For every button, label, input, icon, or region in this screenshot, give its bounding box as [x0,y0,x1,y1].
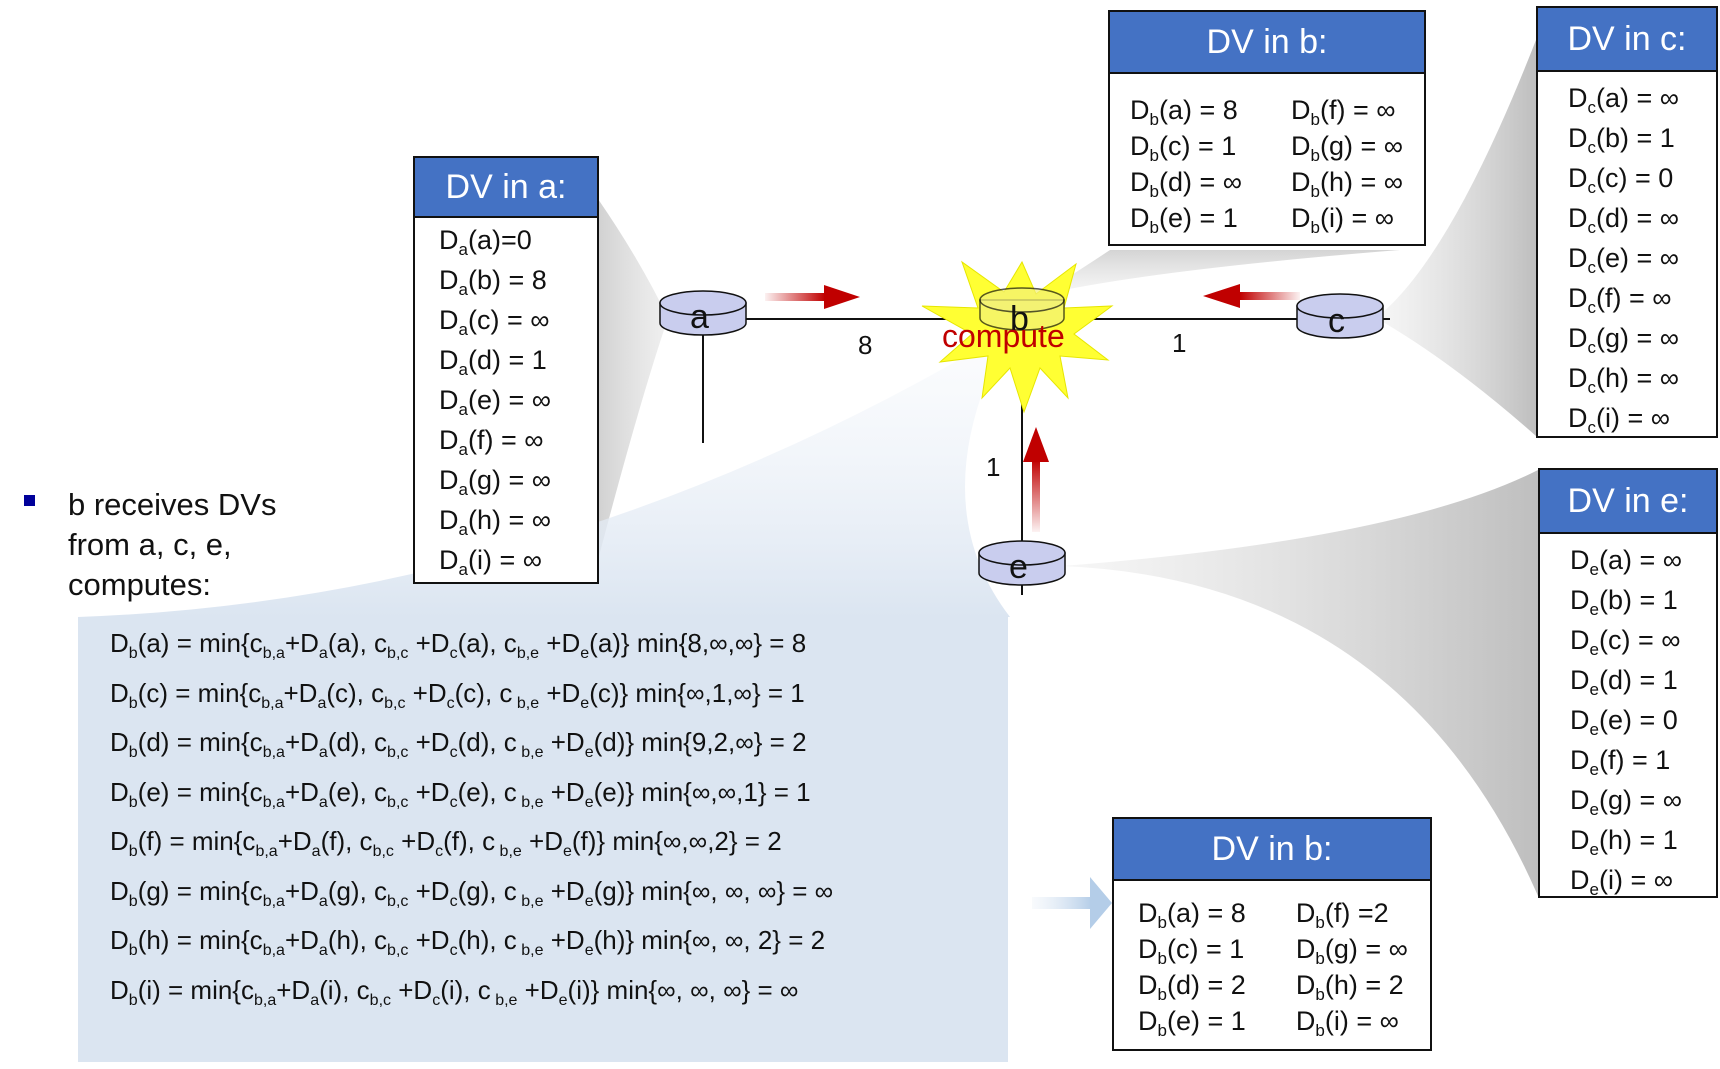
dv-b-callout-fan [1040,250,1400,295]
dv-e-entry-5: De(f) = 1 [1570,745,1671,779]
dv-a-entry-0: Da(a)=0 [439,225,532,259]
dv-b-new-entry-4: Db(d) = 2 [1138,970,1246,1004]
dv-b-old-entry-7: Db(i) = ∞ [1291,203,1394,237]
node-e-label: e [1009,548,1028,586]
dv-c-entry-2: Dc(c) = 0 [1568,163,1674,197]
router-a[interactable] [659,290,747,336]
dv-b-new-entry-3: Db(g) = ∞ [1295,934,1408,968]
dv-in-e-list: De(a) = ∞ De(b) = 1 De(c) = ∞ De(d) = 1 De(e… [1540,534,1716,900]
dv-a-entry-5: Da(f) = ∞ [439,425,544,459]
dv-c-entry-3: Dc(d) = ∞ [1568,203,1680,237]
dv-b-old-entry-6: Db(e) = 1 [1130,203,1238,237]
equation-h: Db(h) = min{cb,a+Da(h), cb,c +Dc(h), c b… [110,925,826,959]
cost-b-e: 1 [986,452,1001,482]
arrow-c-to-b [1203,284,1300,308]
equation-a: Db(a) = min{cb,a+Da(a), cb,c +Dc(a), cb,… [110,628,807,662]
bullet-line-3: computes: [68,567,212,602]
bullet-line-2: from a, c, e, [68,527,232,562]
dv-e-entry-1: De(b) = 1 [1570,585,1678,619]
dv-in-b-old-box: DV in b: Db(a) = 8 Db(f) = ∞ Db(c) = 1 Db(g… [1108,10,1426,246]
dv-c-callout-fan [1376,40,1536,436]
dv-b-old-entry-2: Db(c) = 1 [1130,131,1237,165]
dv-a-callout-fan [598,199,668,560]
dv-c-entry-0: Dc(a) = ∞ [1568,83,1680,117]
dv-e-entry-2: De(c) = ∞ [1570,625,1681,659]
arrow-to-new-dv-b [1032,877,1112,929]
dv-a-entry-2: Da(c) = ∞ [439,305,550,339]
equation-i: Db(i) = min{cb,a+Da(i), cb,c +Dc(i), c b… [110,974,799,1009]
equations-panel [78,617,1008,1062]
dv-c-entry-8: Dc(i) = ∞ [1568,403,1670,437]
dv-in-b-old-title: DV in b: [1110,12,1424,74]
equation-g: Db(g) = min{cb,a+Da(g), cb,c +Dc(g), c b… [110,875,834,910]
dv-a-entry-8: Da(i) = ∞ [439,545,542,579]
dv-e-entry-4: De(e) = 0 [1570,705,1678,739]
equation-e: Db(e) = min{cb,a+Da(e), cb,c +Dc(e), c b… [110,776,811,811]
dv-e-entry-6: De(g) = ∞ [1570,785,1682,819]
dv-b-new-entry-2: Db(c) = 1 [1138,934,1245,968]
dv-e-entry-7: De(h) = 1 [1570,825,1678,859]
router-b[interactable] [979,287,1065,331]
cost-a-b: 8 [858,330,873,360]
dv-b-old-entry-4: Db(d) = ∞ [1130,167,1242,201]
arrow-a-to-b [765,285,860,309]
equation-c: Db(c) = min{cb,a+Da(c), cb,c +Dc(c), c b… [110,677,805,712]
dv-c-entry-1: Dc(b) = 1 [1568,123,1675,157]
dv-c-entry-5: Dc(f) = ∞ [1568,283,1672,317]
dv-b-old-entry-0: Db(a) = 8 [1130,95,1238,129]
dv-c-entry-6: Dc(g) = ∞ [1568,323,1680,357]
dv-b-old-entry-5: Db(h) = ∞ [1291,167,1403,201]
dv-a-entry-7: Da(h) = ∞ [439,505,551,539]
node-a-label: a [690,298,709,336]
dv-b-new-entry-0: Db(a) = 8 [1138,898,1246,932]
equation-f: Db(f) = min{cb,a+Da(f), cb,c +Dc(f), c b… [110,826,782,860]
dv-c-entry-4: Dc(e) = ∞ [1568,243,1680,277]
arrow-e-to-b [1023,427,1049,532]
dv-in-c-list: Dc(a) = ∞ Dc(b) = 1 Dc(c) = 0 Dc(d) = ∞ Dc(e… [1538,72,1716,438]
node-b-label: b [1010,300,1029,338]
dv-a-entry-3: Da(d) = 1 [439,345,547,379]
dv-c-entry-7: Dc(h) = ∞ [1568,363,1680,397]
dv-in-a-list: Da(a)=0 Da(b) = 8 Da(c) = ∞ Da(d) = 1 Da(e) … [415,218,597,580]
router-e[interactable] [978,540,1066,586]
equation-d: Db(d) = min{cb,a+Da(d), cb,c +Dc(d), c b… [110,727,807,761]
dv-b-new-entry-6: Db(e) = 1 [1138,1006,1246,1040]
dv-in-c-title: DV in c: [1538,8,1716,72]
router-c[interactable] [1296,293,1384,339]
dv-in-b-new-list: Db(a) = 8 Db(f) =2 Db(c) = 1 Db(g) = ∞ Db(d)… [1114,881,1430,1039]
dv-e-entry-0: De(a) = ∞ [1570,545,1682,579]
dv-b-new-entry-1: Db(f) =2 [1295,898,1389,932]
dv-a-entry-6: Da(g) = ∞ [439,465,551,499]
dv-in-e-box: DV in e: De(a) = ∞ De(b) = 1 De(c) = ∞ De(d… [1538,468,1718,898]
dv-in-b-new-title: DV in b: [1114,819,1430,881]
dv-b-old-entry-3: Db(g) = ∞ [1291,131,1403,165]
dv-e-entry-8: De(i) = ∞ [1570,865,1673,899]
cost-b-c: 1 [1172,328,1187,358]
dv-b-new-entry-5: Db(h) = 2 [1295,970,1404,1004]
bullet-line-1: b receives DVs [68,487,277,522]
dv-e-entry-3: De(d) = 1 [1570,665,1678,699]
dv-in-c-box: DV in c: Dc(a) = ∞ Dc(b) = 1 Dc(c) = 0 Dc(d… [1536,6,1718,438]
dv-in-a-box: DV in a: Da(a)=0 Da(b) = 8 Da(c) = ∞ Da(d) … [413,156,599,584]
dv-b-new-entry-7: Db(i) = ∞ [1295,1006,1399,1040]
dv-a-entry-1: Da(b) = 8 [439,265,547,299]
dv-e-callout-fan [1062,470,1538,896]
dv-in-a-title: DV in a: [415,158,597,218]
bullet-square [24,495,35,506]
equations-callout-fan [78,330,1010,617]
dv-in-b-new-box: DV in b: Db(a) = 8 Db(f) =2 Db(c) = 1 Db(g)… [1112,817,1432,1051]
dv-in-b-old-list: Db(a) = 8 Db(f) = ∞ Db(c) = 1 Db(g) = ∞ Db(d… [1110,74,1424,236]
dv-b-old-entry-1: Db(f) = ∞ [1291,95,1396,129]
bullet-text: b receives DVs from a, c, e, computes: [68,485,276,605]
dv-in-e-title: DV in e: [1540,470,1716,534]
compute-label: compute [942,318,1065,354]
dv-a-entry-4: Da(e) = ∞ [439,385,551,419]
node-c-label: c [1328,302,1345,340]
